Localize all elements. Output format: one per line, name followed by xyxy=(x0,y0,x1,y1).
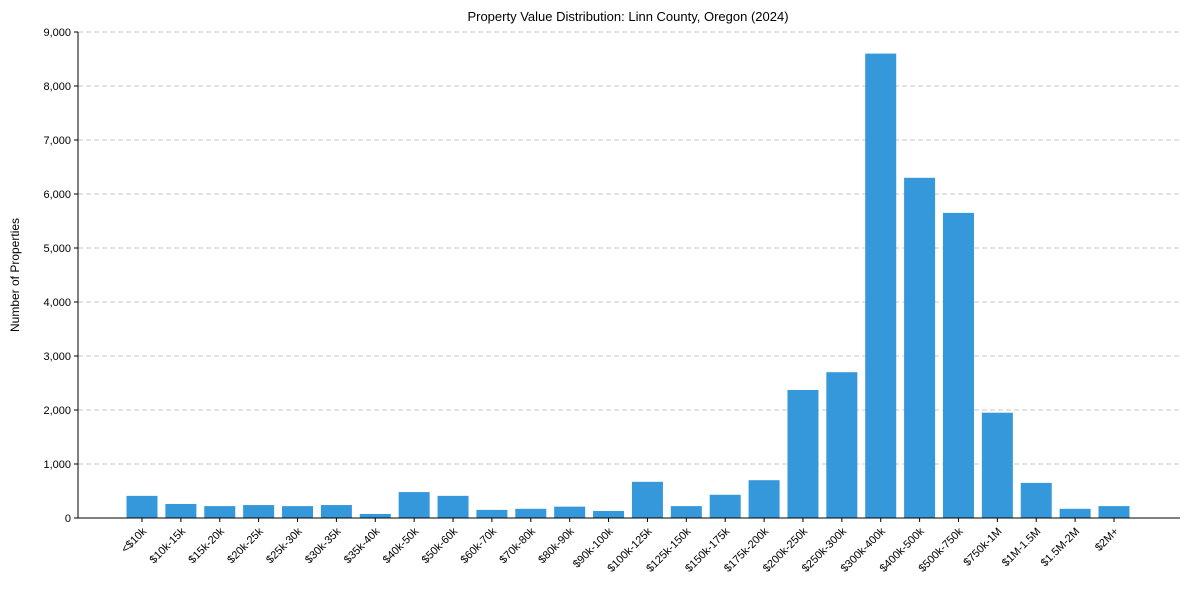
bar xyxy=(593,510,625,518)
bar xyxy=(126,495,158,518)
bar xyxy=(359,513,391,518)
y-tick-label: 6,000 xyxy=(43,189,71,201)
x-tick-label: $40k-50k xyxy=(381,525,422,566)
bar xyxy=(865,53,897,518)
bar xyxy=(554,506,586,518)
y-tick-label: 7,000 xyxy=(43,135,71,147)
bar xyxy=(398,492,430,518)
bar xyxy=(1020,482,1052,518)
x-tick-label: <$10k xyxy=(119,525,149,555)
chart-title: Property Value Distribution: Linn County… xyxy=(467,9,788,24)
bar xyxy=(1059,508,1091,518)
bar xyxy=(670,506,702,518)
x-tick-label: $20k-25k xyxy=(225,525,266,566)
x-tick-label: $50k-60k xyxy=(420,525,461,566)
x-tick-label: $25k-30k xyxy=(264,525,305,566)
bar xyxy=(904,177,936,519)
x-tick-label: $1.5M-2M xyxy=(1039,526,1083,570)
y-tick-label: 0 xyxy=(65,513,71,525)
bar xyxy=(748,480,780,518)
x-tick-label: $35k-40k xyxy=(342,525,383,566)
x-tick-label: $80k-90k xyxy=(536,525,577,566)
y-axis-label: Number of Properties xyxy=(8,218,22,332)
bar xyxy=(826,372,858,518)
y-tick-label: 9,000 xyxy=(43,27,71,39)
y-tick-label: 8,000 xyxy=(43,81,71,93)
y-tick-label: 5,000 xyxy=(43,243,71,255)
x-tick-label: $10k-15k xyxy=(148,525,189,566)
y-tick-label: 4,000 xyxy=(43,297,71,309)
bar xyxy=(476,509,508,518)
bar xyxy=(631,481,663,518)
y-tick-label: 1,000 xyxy=(43,459,71,471)
x-tick-label: $2M+ xyxy=(1093,526,1121,554)
bar xyxy=(709,494,741,518)
bar xyxy=(1098,506,1130,518)
bar xyxy=(165,503,197,518)
bar xyxy=(787,390,819,518)
y-tick-label: 2,000 xyxy=(43,405,71,417)
y-tick-label: 3,000 xyxy=(43,351,71,363)
x-tick-label: $70k-80k xyxy=(497,525,538,566)
bar xyxy=(282,506,314,518)
bar xyxy=(981,412,1013,518)
x-tick-label: $15k-20k xyxy=(186,525,227,566)
bar xyxy=(243,505,275,518)
x-tick-label: $750k-1M xyxy=(961,526,1004,569)
x-tick-label: $1M-1.5M xyxy=(1000,526,1044,570)
x-tick-label: $60k-70k xyxy=(459,525,500,566)
bar xyxy=(204,506,236,518)
bar xyxy=(942,212,974,518)
bar xyxy=(320,505,352,518)
x-tick-label: $30k-35k xyxy=(303,525,344,566)
bar xyxy=(437,495,469,518)
bar xyxy=(515,508,547,518)
